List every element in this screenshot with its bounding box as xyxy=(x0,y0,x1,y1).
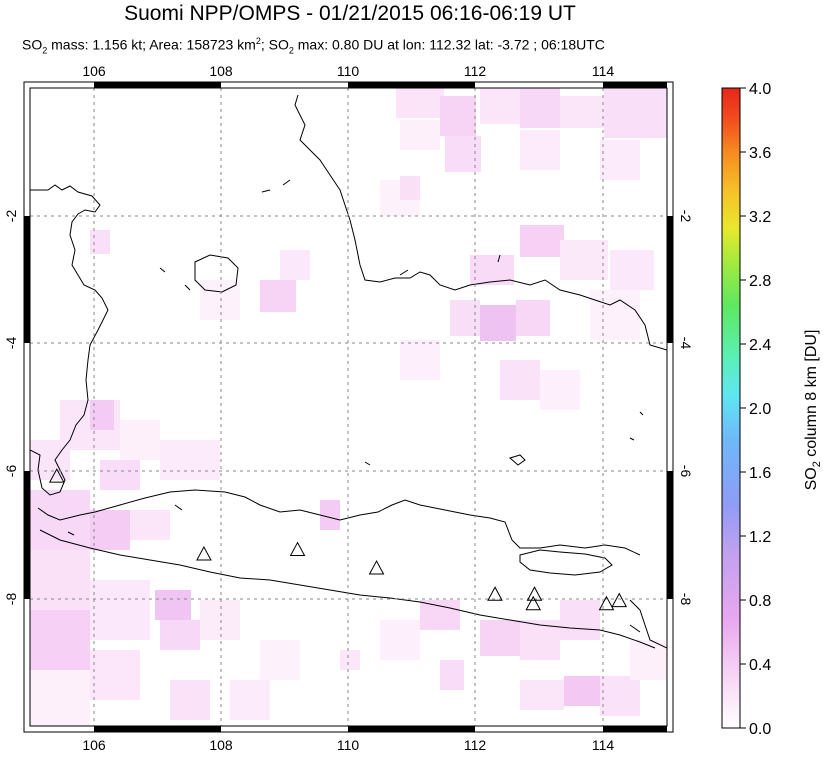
map-subtitle: SO2 mass: 1.156 kt; Area: 158723 km2; SO… xyxy=(22,36,605,55)
colorbar: 4.0 3.6 3.2 2.8 2.4 2.0 1.6 1.2 0.8 0.4 0.0 SO2 co… xyxy=(721,81,823,738)
colorbar-tick-label: 2.0 xyxy=(749,401,771,418)
colorbar-tick-label: 2.4 xyxy=(749,337,771,354)
subtitle-mass: mass: 1.156 kt; Area: 158723 km xyxy=(47,36,256,53)
volcano-marker xyxy=(526,586,543,601)
colorbar-label-rest: column 8 km [DU] xyxy=(803,330,820,462)
volcano-marker xyxy=(525,595,542,611)
coastlines xyxy=(30,94,667,649)
colorbar-tick-label: 0.8 xyxy=(749,593,771,610)
java-north-coast xyxy=(37,489,641,556)
lat-label-right-2: -2 xyxy=(678,210,694,223)
map-frame xyxy=(23,81,674,733)
belitung-island xyxy=(194,254,239,293)
volcano-marker xyxy=(611,592,628,608)
lat-label-right-6: -6 xyxy=(678,465,694,478)
small-islands xyxy=(67,411,644,536)
colorbar-bar xyxy=(721,87,741,729)
lat-labels-right: -2 -4 -6 -8 xyxy=(678,210,694,606)
colorbar-label-sub: 2 xyxy=(811,461,823,467)
lat-label-left-2: -2 xyxy=(3,210,19,223)
kalimantan-coast xyxy=(294,94,667,351)
subtitle-max: max: 0.80 DU at lon: 112.32 lat: -3.72 ;… xyxy=(293,36,605,53)
volcano-marker xyxy=(598,595,615,611)
colorbar-label: SO2 column 8 km [DU] xyxy=(803,330,823,491)
bali-lombok xyxy=(629,599,667,649)
sumatra-coast xyxy=(30,184,109,496)
subtitle-so2-a-sub: 2 xyxy=(42,45,48,56)
volcano-markers xyxy=(48,468,628,611)
lon-label-top-112: 112 xyxy=(464,63,487,79)
colorbar-tick-label: 3.2 xyxy=(749,209,771,226)
volcano-marker xyxy=(487,586,503,601)
colorbar-ticks: 4.0 3.6 3.2 2.8 2.4 2.0 1.6 1.2 0.8 0.4 0.0 xyxy=(740,81,771,738)
subtitle-area-sup: 2 xyxy=(255,36,261,46)
bawean-island xyxy=(508,454,526,466)
lon-label-bottom-106: 106 xyxy=(82,737,106,753)
bangka-strait-islands xyxy=(159,179,501,291)
volcano-marker xyxy=(48,468,65,483)
lon-labels-top: 106 108 110 112 114 xyxy=(82,63,614,79)
graticule xyxy=(30,88,667,726)
colorbar-tick-label: 4.0 xyxy=(749,81,771,98)
map-title: Suomi NPP/OMPS - 01/21/2015 06:16-06:19 … xyxy=(124,2,576,25)
colorbar-tick-label: 0.4 xyxy=(749,657,771,674)
lon-label-top-110: 110 xyxy=(337,63,360,79)
lon-label-bottom-114: 114 xyxy=(592,737,615,753)
lon-label-bottom-112: 112 xyxy=(464,737,487,753)
lat-label-left-6: -6 xyxy=(3,465,19,478)
volcano-marker xyxy=(368,559,385,575)
lon-label-top-108: 108 xyxy=(209,63,233,79)
lon-labels-bottom: 106 108 110 112 114 xyxy=(82,737,614,753)
lat-label-left-8: -8 xyxy=(3,593,19,606)
lat-label-left-4: -4 xyxy=(3,337,19,350)
lon-label-top-106: 106 xyxy=(82,63,106,79)
subtitle-sep: ; xyxy=(260,36,269,53)
subtitle-so2-b-sub: 2 xyxy=(288,45,294,56)
lon-label-top-114: 114 xyxy=(592,63,615,79)
colorbar-tick-label: 1.2 xyxy=(749,529,771,546)
colorbar-tick-label: 1.6 xyxy=(749,465,771,482)
madura-island xyxy=(519,549,613,576)
subtitle-so2-a: SO xyxy=(22,36,43,53)
volcano-marker xyxy=(289,541,306,557)
colorbar-tick-label: 0.0 xyxy=(749,721,771,738)
lat-labels-left: -2 -4 -6 -8 xyxy=(3,210,19,606)
lon-label-bottom-108: 108 xyxy=(209,737,233,753)
colorbar-tick-label: 2.8 xyxy=(749,273,771,290)
lon-label-bottom-110: 110 xyxy=(337,737,360,753)
so2-pixel-field xyxy=(30,88,667,726)
lat-label-right-8: -8 xyxy=(678,593,694,606)
subtitle-so2-b: SO xyxy=(268,36,289,53)
volcano-marker xyxy=(196,545,212,561)
lat-label-right-4: -4 xyxy=(678,337,694,350)
java-south-coast xyxy=(39,529,656,649)
colorbar-tick-label: 3.6 xyxy=(749,145,771,162)
colorbar-label-main: SO xyxy=(803,467,820,490)
